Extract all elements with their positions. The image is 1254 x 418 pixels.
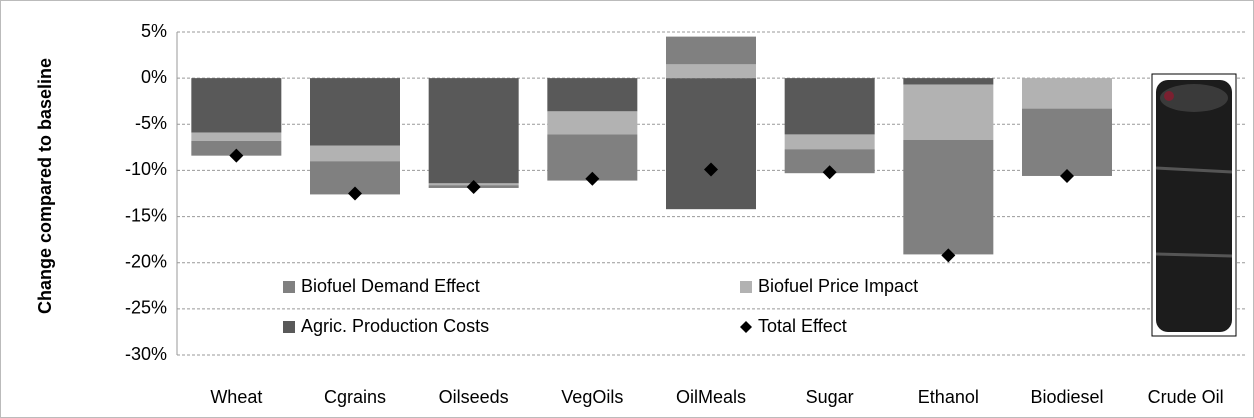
legend-label: Agric. Production Costs <box>301 316 489 336</box>
bar-segment <box>428 78 519 184</box>
y-tick-label: -20% <box>125 251 167 271</box>
legend-marker <box>740 281 752 293</box>
bar-segment <box>310 145 400 162</box>
bar-segment <box>310 78 400 146</box>
x-tick-label: Cgrains <box>324 387 386 407</box>
bar-segment <box>191 140 282 156</box>
x-tick-label: Crude Oil <box>1148 387 1224 407</box>
bar-segment <box>666 36 756 65</box>
bar-segment <box>903 139 994 255</box>
total-marker <box>704 162 718 177</box>
bar-segment <box>1022 108 1112 176</box>
y-tick-label: 0% <box>141 67 167 87</box>
barrel-cap <box>1164 91 1174 101</box>
barrel-hoop <box>1155 166 1233 174</box>
legend-marker <box>283 281 295 293</box>
bar-segment <box>784 134 875 150</box>
crude-oil-barrel <box>1151 73 1237 337</box>
total-marker <box>1060 168 1074 183</box>
bar-segment <box>191 132 282 141</box>
total-marker <box>466 180 481 195</box>
y-tick-label: -5% <box>135 113 167 133</box>
y-axis-label: Change compared to baseline <box>35 57 55 315</box>
x-tick-label: VegOils <box>561 387 623 407</box>
barrel-hoop <box>1155 252 1233 258</box>
bar-segment <box>903 84 994 140</box>
legend-label: Biofuel Price Impact <box>758 276 918 296</box>
total-marker <box>229 148 244 163</box>
bar-segment <box>547 111 638 135</box>
total-marker <box>585 171 600 186</box>
total-marker <box>348 186 362 201</box>
bar-segment <box>784 78 875 135</box>
bar-segment <box>666 64 756 79</box>
y-tick-label: -30% <box>125 344 167 364</box>
bar-segment <box>903 78 994 85</box>
total-marker <box>941 248 956 263</box>
barrel-body <box>1156 80 1232 332</box>
bar-segment <box>1022 78 1112 109</box>
x-tick-label: Ethanol <box>918 387 979 407</box>
legend-marker <box>740 321 752 333</box>
y-tick-label: -10% <box>125 159 167 179</box>
x-tick-label: Oilseeds <box>439 387 509 407</box>
legend-label: Biofuel Demand Effect <box>301 276 480 296</box>
legend-label: Total Effect <box>758 316 847 336</box>
y-tick-label: -15% <box>125 205 167 225</box>
x-tick-label: Biodiesel <box>1030 387 1103 407</box>
x-tick-label: Wheat <box>210 387 262 407</box>
bar-segment <box>666 78 756 210</box>
total-marker <box>822 165 837 180</box>
y-tick-label: -25% <box>125 298 167 318</box>
barrel-lid <box>1160 84 1228 112</box>
bar-segment <box>784 149 875 174</box>
bar-segment <box>547 78 638 112</box>
x-tick-label: OilMeals <box>676 387 746 407</box>
x-tick-label: Sugar <box>806 387 854 407</box>
y-tick-label: 5% <box>141 21 167 41</box>
bar-segment <box>191 78 282 133</box>
legend-marker <box>283 321 295 333</box>
